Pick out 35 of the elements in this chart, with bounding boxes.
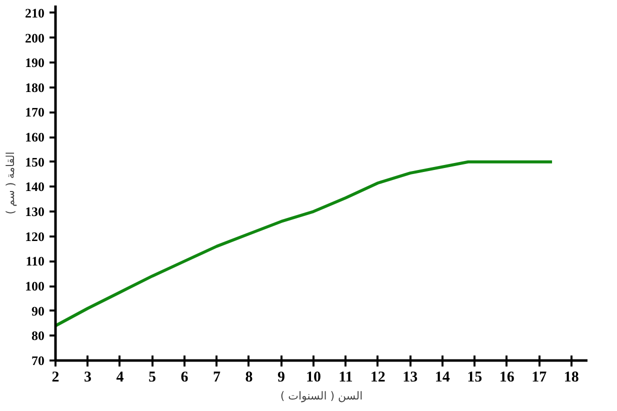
x-tick-label: 16 (499, 370, 515, 386)
x-tick-label: 17 (532, 370, 548, 386)
x-tick-label: 6 (180, 370, 189, 386)
x-tick-label: 14 (434, 370, 450, 386)
x-tick-label: 5 (148, 370, 156, 386)
x-tick-label: 8 (245, 370, 253, 386)
y-tick-label: 150 (25, 154, 44, 170)
y-tick-label: 170 (25, 104, 44, 120)
x-tick-label: 4 (116, 370, 124, 386)
x-tick-label: 9 (277, 370, 285, 386)
y-tick-label: 80 (32, 328, 44, 344)
y-tick-label: 100 (25, 278, 44, 294)
y-axis-title: القامة ( سم ) (4, 152, 17, 214)
x-tick-label: 2 (52, 370, 60, 386)
y-tick-label: 70 (32, 353, 44, 368)
y-tick-label: 210 (25, 5, 44, 20)
x-tick-label: 11 (338, 370, 353, 386)
y-tick-label: 200 (25, 30, 44, 46)
y-tick-label: 130 (25, 204, 44, 220)
line-series (56, 160, 554, 328)
y-tick-label: 190 (25, 55, 44, 70)
x-tick-label: 18 (564, 370, 579, 386)
x-tick-label: 10 (306, 370, 321, 386)
x-tick-label: 15 (467, 370, 482, 386)
x-tick-label: 12 (370, 370, 386, 386)
x-tick-label: 7 (212, 370, 221, 386)
y-tick-label: 110 (26, 254, 45, 269)
y-tick-label: 140 (25, 179, 44, 194)
y-tick-label: 90 (32, 303, 44, 318)
y-tick-label: 160 (25, 130, 44, 145)
x-tick-label: 3 (84, 370, 92, 386)
x-tick-label: 13 (402, 370, 418, 386)
y-tick-label: 120 (25, 228, 44, 244)
x-axis-title: السن ( السنوات ) (280, 390, 363, 402)
y-tick-label: 180 (25, 80, 44, 95)
